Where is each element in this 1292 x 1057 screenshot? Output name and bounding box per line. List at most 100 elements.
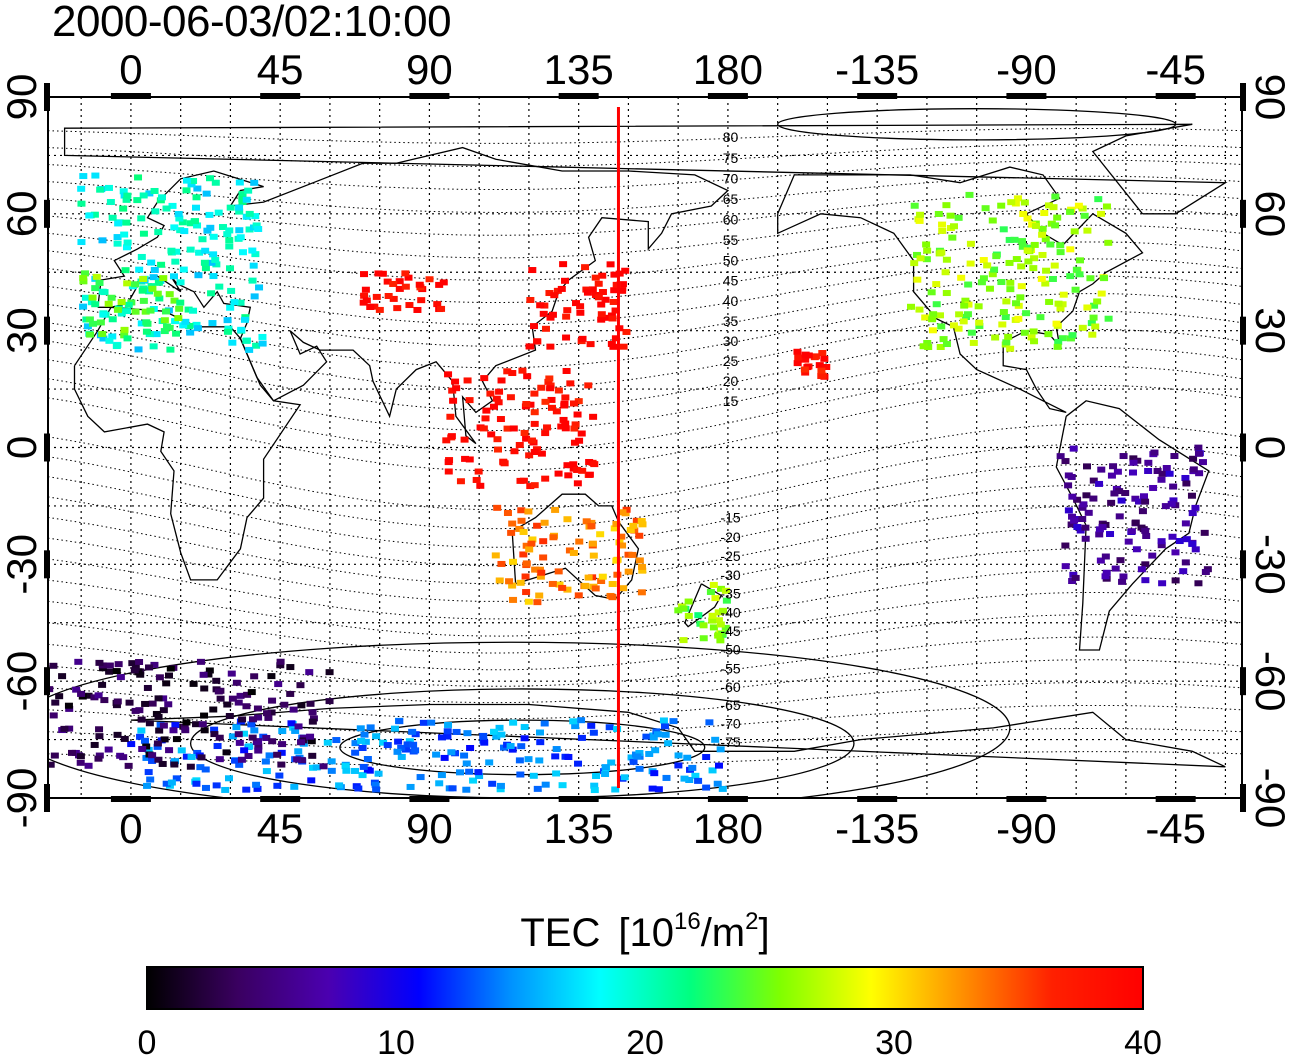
tec-point <box>356 725 365 732</box>
tec-point <box>405 738 414 745</box>
tec-point <box>1066 335 1075 342</box>
tec-point <box>815 362 824 369</box>
tec-point <box>172 248 181 255</box>
tec-point <box>192 721 201 728</box>
tec-point <box>196 658 205 665</box>
tec-point <box>290 783 299 790</box>
tec-point <box>1168 533 1177 540</box>
tec-point <box>1050 262 1059 269</box>
tec-point <box>547 396 556 403</box>
tec-point <box>818 350 827 357</box>
tec-point <box>561 420 570 427</box>
tec-point <box>123 239 132 246</box>
tec-point <box>927 289 936 296</box>
tec-point <box>98 288 107 295</box>
tec-point <box>916 255 925 262</box>
tec-point <box>598 573 607 580</box>
tec-point <box>444 371 453 378</box>
tec-point <box>248 734 257 741</box>
colorbar <box>146 966 1144 1010</box>
tec-point <box>1083 463 1092 470</box>
tec-point <box>530 420 539 427</box>
colorbar-tick-label: 40 <box>1124 1024 1162 1057</box>
tec-point <box>702 754 711 761</box>
frame-tick <box>1155 93 1196 99</box>
tec-point <box>81 270 90 277</box>
frame-tick <box>110 796 151 802</box>
tec-point <box>390 725 399 732</box>
tec-point <box>921 314 930 321</box>
tec-point <box>591 274 600 281</box>
tec-point <box>359 299 368 306</box>
tec-point <box>404 274 413 281</box>
tec-point <box>932 281 941 288</box>
tec-point <box>236 234 245 241</box>
contour-line <box>48 484 1242 567</box>
tec-point <box>540 720 549 727</box>
tec-point <box>133 197 142 204</box>
tec-point <box>957 274 966 281</box>
tec-point <box>130 667 139 674</box>
tec-point <box>1029 265 1038 272</box>
tec-point <box>251 213 260 220</box>
tec-point <box>694 777 703 784</box>
contour-label: -45 <box>720 623 740 639</box>
tec-point <box>558 584 567 591</box>
tec-point <box>1070 228 1079 235</box>
tec-point <box>95 733 104 740</box>
tec-point <box>610 271 619 278</box>
tec-point <box>366 303 375 310</box>
tec-point <box>175 305 184 312</box>
contour-line <box>48 384 1242 472</box>
tec-point <box>273 751 282 758</box>
tec-point <box>1094 196 1103 203</box>
tec-point <box>253 705 262 712</box>
tec-point <box>278 728 287 735</box>
tec-point <box>1181 559 1190 566</box>
tec-point <box>170 297 179 304</box>
tec-point <box>201 766 210 773</box>
top-lon-label: -45 <box>1145 46 1206 93</box>
tec-point <box>119 205 128 212</box>
tec-point <box>131 281 140 288</box>
tec-point <box>286 664 295 671</box>
tec-point <box>77 185 86 192</box>
tec-point <box>607 340 616 347</box>
contour-line <box>48 208 1242 259</box>
tec-point <box>937 323 946 330</box>
tec-point <box>254 743 263 750</box>
tec-point <box>576 309 585 316</box>
tec-point <box>150 661 159 668</box>
frame-tick <box>707 93 748 99</box>
tec-point <box>1066 273 1075 280</box>
tec-point <box>506 394 515 401</box>
tec-point <box>462 786 471 793</box>
tec-point <box>145 720 154 727</box>
tec-point <box>185 322 194 329</box>
tec-point <box>85 212 94 219</box>
tec-point <box>820 355 829 362</box>
tec-point <box>383 742 392 749</box>
tec-point <box>548 580 557 587</box>
tec-point <box>157 261 166 268</box>
tec-point <box>1012 256 1021 263</box>
tec-point <box>1010 236 1019 243</box>
tec-point <box>222 749 231 756</box>
tec-point <box>1059 291 1068 298</box>
tec-point <box>509 558 518 565</box>
tec-point <box>562 313 571 320</box>
tec-point <box>486 390 495 397</box>
coastline <box>63 123 1228 215</box>
tec-point <box>1058 335 1067 342</box>
tec-point <box>224 325 233 332</box>
tec-point <box>1042 267 1051 274</box>
tec-point <box>524 756 533 763</box>
tec-point <box>401 746 410 753</box>
tec-point <box>1191 546 1200 553</box>
tec-point <box>552 770 561 777</box>
tec-point <box>492 733 501 740</box>
tec-point <box>91 172 100 179</box>
tec-point <box>988 271 997 278</box>
tec-point <box>1096 557 1105 564</box>
tec-point <box>1144 459 1153 466</box>
